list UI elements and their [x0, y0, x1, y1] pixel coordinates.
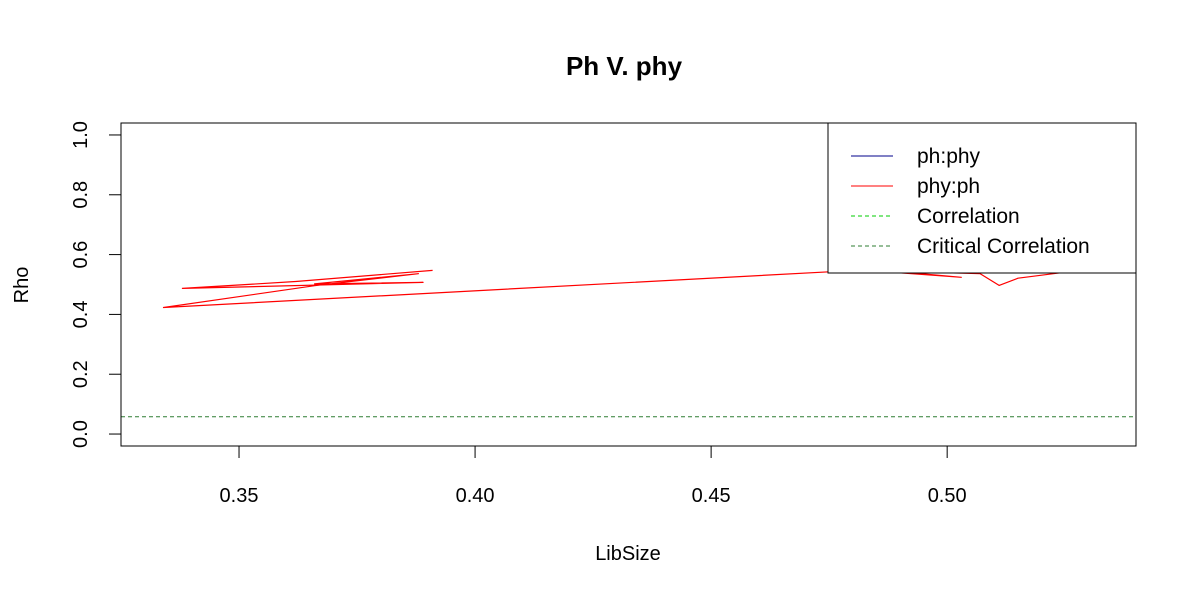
y-tick-label: 0.2: [70, 360, 92, 388]
y-tick-label: 1.0: [70, 121, 92, 149]
y-axis-ticks: 0.0 0.2 0.4 0.6 0.8 1.0: [70, 121, 122, 448]
y-tick-label: 0.4: [70, 301, 92, 329]
plot-frame: [120, 122, 1137, 447]
series-line-phy-ph: [162, 269, 1122, 309]
x-tick-label: 0.50: [928, 485, 967, 507]
x-tick-label: 0.45: [692, 485, 731, 507]
x-tick-label: 0.40: [456, 485, 495, 507]
plot-series: [121, 269, 1136, 418]
x-axis-ticks: 0.35 0.40 0.45 0.50: [220, 445, 967, 507]
x-tick-label: 0.35: [220, 485, 259, 507]
legend-label: Correlation: [917, 205, 1020, 228]
y-tick-label: 0.0: [70, 420, 92, 448]
y-tick-label: 0.6: [70, 241, 92, 269]
x-axis-label: LibSize: [595, 543, 661, 565]
y-tick-label: 0.8: [70, 181, 92, 209]
legend-label: ph:phy: [917, 145, 981, 168]
legend-box: [827, 122, 1137, 274]
legend-label: Critical Correlation: [917, 235, 1090, 258]
y-axis-label: Rho: [11, 267, 33, 304]
legend: ph:phy phy:ph Correlation Critical Correlat…: [827, 122, 1137, 274]
chart-title: Ph V. phy: [566, 51, 683, 81]
legend-label: phy:ph: [917, 175, 980, 198]
